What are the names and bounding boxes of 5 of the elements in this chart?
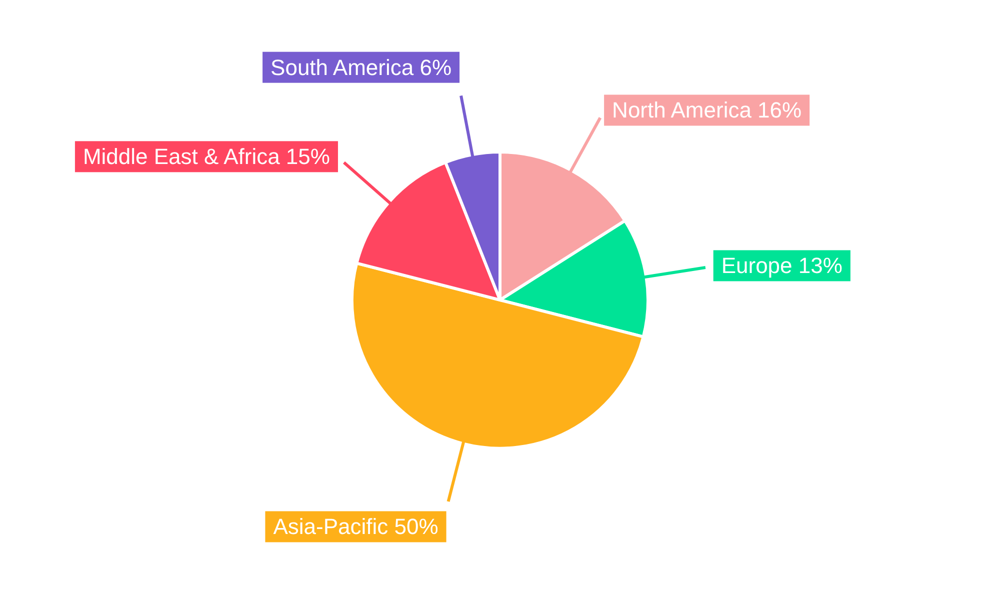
slice-label: North America 16% xyxy=(612,98,802,123)
slice-label: Asia-Pacific 50% xyxy=(273,514,438,540)
slice-label: South America 6% xyxy=(270,54,452,80)
slice-label: Middle East & Africa 15% xyxy=(82,144,330,170)
slice-label: Europe 13% xyxy=(721,253,842,278)
